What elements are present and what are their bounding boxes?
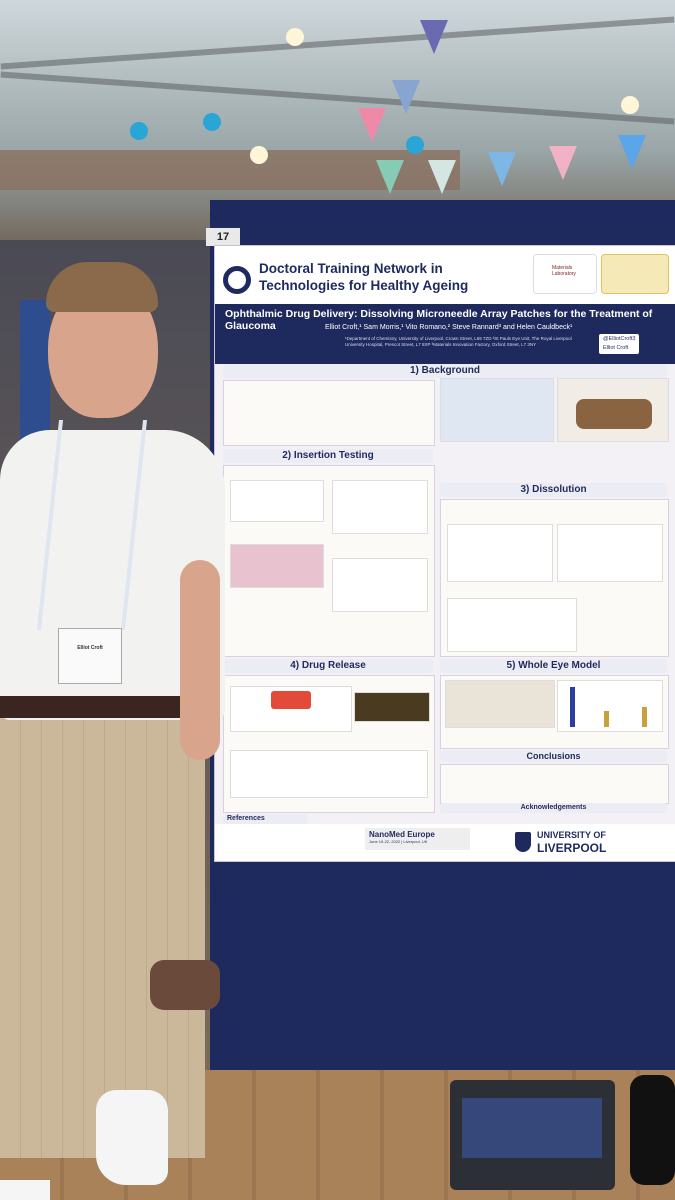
linkedin-name: Elliot Croft xyxy=(603,345,629,351)
board-number: 17 xyxy=(206,228,240,246)
string-light-bulb xyxy=(130,122,148,140)
bunting-flag xyxy=(488,152,516,186)
microneedle-image xyxy=(557,378,669,442)
string-light-bulb xyxy=(406,136,424,154)
section-background-heading: 1) Background xyxy=(223,364,667,378)
bunting-flag xyxy=(618,135,646,169)
person-shoe xyxy=(96,1090,168,1185)
poster-header: Doctoral Training Network in Technologie… xyxy=(215,246,675,304)
background-board xyxy=(20,300,50,440)
bag-on-floor xyxy=(450,1080,615,1190)
poster-authors: Elliot Croft,¹ Sam Morris,¹ Vito Romano,… xyxy=(325,324,573,331)
person-shoe xyxy=(0,1180,50,1200)
section-dissolution-heading: 3) Dissolution xyxy=(440,483,667,497)
twitter-handle: @ElliotCroft3 xyxy=(603,336,636,342)
person-hair xyxy=(46,262,158,312)
poster-title: Ophthalmic Drug Delivery: Dissolving Mic… xyxy=(225,308,653,332)
whole-eye-panel xyxy=(440,675,669,749)
social-handles: @ElliotCroft3 Elliot Croft xyxy=(599,334,640,354)
bunting-flag xyxy=(392,80,420,114)
bunting-flag xyxy=(428,160,456,194)
nanomed-europe-logo: NanoMed Europe June 19-22, 2022 | Liverp… xyxy=(365,828,470,850)
background-person-shoe xyxy=(150,960,220,1010)
poster-title-band: Ophthalmic Drug Delivery: Dissolving Mic… xyxy=(215,304,675,364)
flow-model-diagram xyxy=(230,686,352,732)
bunting-flag xyxy=(376,160,404,194)
person-arm xyxy=(180,560,220,760)
section-references-heading: References xyxy=(223,814,307,824)
person-trousers xyxy=(0,718,205,1158)
materials-lab-logo: Materials Laboratory xyxy=(533,254,597,294)
bunting-flag xyxy=(549,146,577,180)
network-title: Doctoral Training Network in Technologie… xyxy=(259,261,469,293)
cornea-tissue-figure xyxy=(230,480,324,522)
string-light-bulb xyxy=(250,146,268,164)
whole-eye-bar-chart xyxy=(557,680,663,732)
group-logo xyxy=(601,254,669,294)
dissolution-chart-b xyxy=(557,524,663,582)
drug-release-charts xyxy=(230,750,428,798)
gear-logo-icon xyxy=(223,266,251,294)
dissolution-chart-a xyxy=(447,524,553,582)
string-light-bulb xyxy=(286,28,304,46)
string-light-bulb xyxy=(203,113,221,131)
flow-model-photo xyxy=(354,692,430,722)
section-acknowledgements-heading: Acknowledgements xyxy=(440,803,667,813)
section-insertion-heading: 2) Insertion Testing xyxy=(223,449,433,463)
whole-eye-photos xyxy=(445,680,555,728)
histology-figure xyxy=(230,544,324,588)
dmap-eye-diagram xyxy=(440,378,554,442)
section-drug-release-heading: 4) Drug Release xyxy=(223,659,433,673)
insertion-force-chart xyxy=(332,558,428,612)
name-badge: Elliot Croft xyxy=(58,628,122,684)
bunting-flag xyxy=(358,108,386,142)
university-of-liverpool-logo: UNIVERSITY OF LIVERPOOL xyxy=(515,830,665,856)
camera-equipment xyxy=(630,1075,675,1185)
person-belt xyxy=(0,696,180,718)
section-conclusions-heading: Conclusions xyxy=(440,750,667,762)
insertion-panel xyxy=(223,465,435,657)
dissolution-panel xyxy=(440,499,669,657)
string-light-bulb xyxy=(621,96,639,114)
drug-release-panel xyxy=(223,675,435,813)
background-text-panel xyxy=(223,380,435,446)
insertion-profile-chart xyxy=(332,480,428,534)
poster-affiliations: ¹Department of Chemistry, University of … xyxy=(345,336,572,347)
research-poster: Doctoral Training Network in Technologie… xyxy=(214,245,675,862)
bunting-flag xyxy=(420,20,448,54)
hydrogen-bonding-diagram xyxy=(447,598,577,652)
crest-icon xyxy=(515,832,531,852)
section-whole-eye-heading: 5) Whole Eye Model xyxy=(440,659,667,673)
conclusions-panel xyxy=(440,764,669,804)
